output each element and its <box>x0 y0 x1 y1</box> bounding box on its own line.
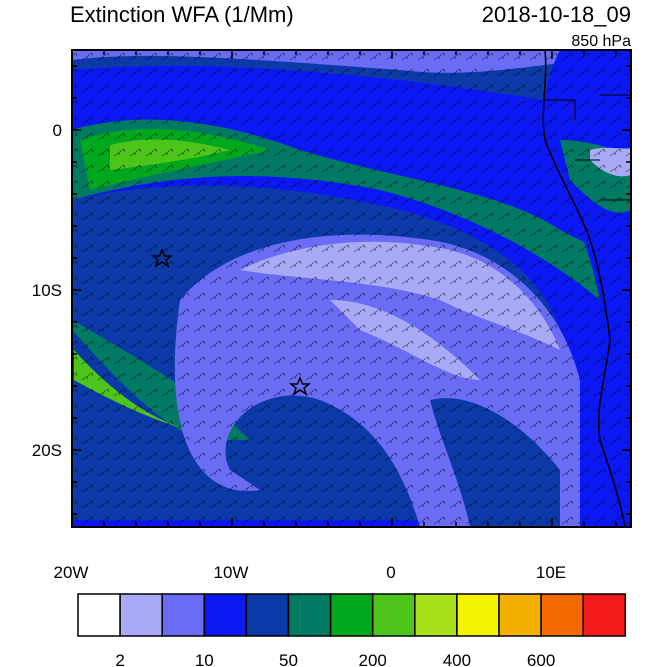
lon-label: 0 <box>386 563 395 582</box>
colorbar-box <box>371 593 416 637</box>
colorbar-box <box>414 593 458 637</box>
wind-barbs <box>72 50 631 527</box>
colorbar-box <box>456 593 500 637</box>
timestamp: 2018-10-18_09 <box>482 2 631 27</box>
colorbar: 2 10 50 200 400 600 <box>77 593 627 667</box>
colorbar-label: 50 <box>279 651 298 667</box>
lat-label: 10S <box>32 281 62 300</box>
colorbar-box <box>329 593 374 637</box>
colorbar-box <box>245 593 290 637</box>
ticks: 0 10S 20S 20W 10W 0 10E <box>32 50 631 582</box>
lon-label: 10W <box>214 563 249 582</box>
colorbar-box <box>119 593 163 637</box>
lon-label: 20W <box>54 563 89 582</box>
colorbar-box <box>540 593 584 637</box>
colorbar-box <box>287 593 332 637</box>
colorbar-label: 200 <box>359 651 387 667</box>
colorbar-label: 600 <box>527 651 555 667</box>
level: 850 hPa <box>571 33 631 50</box>
title: Extinction WFA (1/Mm) <box>70 2 294 27</box>
lat-label: 20S <box>32 441 62 460</box>
star-marker <box>150 248 174 268</box>
lon-label: 10E <box>536 563 566 582</box>
star-marker <box>288 376 312 396</box>
colorbar-box <box>77 593 121 637</box>
lat-label: 0 <box>53 121 62 140</box>
colorbar-label: 400 <box>443 651 471 667</box>
colorbar-box <box>161 593 206 637</box>
colorbar-label: 2 <box>115 651 124 667</box>
map <box>72 50 631 527</box>
colorbar-box <box>582 593 627 637</box>
colorbar-label: 10 <box>195 651 214 667</box>
colorbar-box <box>498 593 542 637</box>
plot-frame <box>71 49 632 528</box>
colorbar-box <box>203 593 248 637</box>
